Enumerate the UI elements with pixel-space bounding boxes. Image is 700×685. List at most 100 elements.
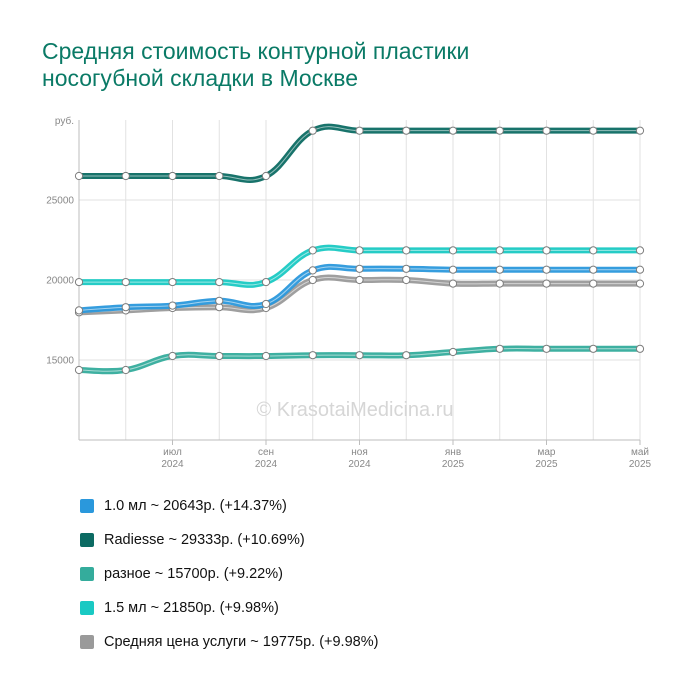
data-point (355, 351, 364, 360)
data-point (402, 264, 411, 273)
data-point (635, 279, 645, 288)
data-point (635, 246, 645, 255)
data-point (355, 275, 364, 285)
x-tick-month-label: янв (445, 447, 461, 458)
legend-label: 1.0 мл ~ 20643р. (+14.37%) (104, 498, 287, 514)
legend-label: Radiesse ~ 29333р. (+10.69%) (104, 532, 305, 548)
data-point (261, 277, 271, 287)
data-point (589, 344, 598, 353)
data-point (402, 275, 411, 285)
data-point (215, 171, 224, 181)
data-point (121, 365, 130, 375)
legend-swatch (80, 601, 94, 615)
data-point (635, 344, 645, 353)
data-point (308, 266, 317, 275)
data-point (542, 279, 551, 288)
data-point (74, 306, 84, 315)
data-point (121, 171, 130, 181)
x-tick-year-label: 2025 (629, 459, 652, 470)
x-axis: июл2024сен2024ноя2024янв2025мар2025май20… (79, 439, 652, 470)
data-point (215, 296, 224, 305)
data-point (261, 351, 271, 361)
chart-title: Средняя стоимость контурной пластики нос… (42, 38, 602, 92)
legend-item[interactable]: 1.0 мл ~ 20643р. (+14.37%) (80, 489, 378, 523)
legend-swatch (80, 567, 94, 581)
legend-item[interactable]: разное ~ 15700р. (+9.22%) (80, 557, 378, 591)
series-s3 (74, 344, 645, 375)
legend-swatch (80, 533, 94, 547)
x-tick-month-label: мар (538, 447, 556, 458)
y-tick-label: 15000 (46, 356, 74, 367)
x-tick-month-label: ноя (351, 447, 368, 458)
data-point (355, 264, 364, 273)
data-point (168, 351, 177, 361)
y-axis: руб. 15000 20000 25000 (46, 115, 80, 440)
data-point (168, 277, 177, 287)
series-lines (74, 123, 645, 375)
chart-title-line-1: Средняя стоимость контурной пластики (42, 38, 470, 64)
data-point (74, 171, 84, 181)
data-point (74, 365, 84, 375)
series-s1 (74, 263, 645, 315)
data-point (355, 246, 364, 255)
data-point (215, 351, 224, 361)
data-point (589, 246, 598, 255)
x-tick-year-label: 2024 (255, 459, 278, 470)
y-tick-label: 25000 (46, 196, 74, 207)
legend-item[interactable]: Radiesse ~ 29333р. (+10.69%) (80, 523, 378, 557)
data-point (121, 277, 130, 287)
data-point (74, 277, 84, 287)
data-point (168, 301, 177, 310)
data-point (402, 351, 411, 360)
data-point (168, 171, 177, 181)
data-point (402, 126, 411, 135)
data-point (495, 344, 504, 353)
watermark: © KrasotaiMedicina.ru (256, 399, 453, 421)
data-point (261, 299, 271, 309)
data-point (448, 246, 458, 255)
y-axis-unit-label: руб. (55, 115, 74, 127)
data-point (495, 246, 504, 255)
data-point (542, 265, 551, 274)
data-point (495, 265, 504, 274)
data-point (589, 279, 598, 288)
data-point (308, 351, 317, 360)
x-tick-month-label: май (631, 447, 649, 458)
data-point (355, 126, 364, 135)
data-point (448, 279, 458, 288)
data-point (635, 265, 645, 274)
data-point (308, 246, 317, 255)
data-point (448, 265, 458, 274)
x-tick-year-label: 2025 (442, 459, 465, 470)
legend-label: Средняя цена услуги ~ 19775р. (+9.98%) (104, 634, 379, 650)
series-s2 (74, 123, 645, 183)
chart-legend: 1.0 мл ~ 20643р. (+14.37%) Radiesse ~ 29… (80, 489, 378, 659)
data-point (495, 279, 504, 288)
legend-item[interactable]: 1.5 мл ~ 21850р. (+9.98%) (80, 591, 378, 625)
data-point (542, 126, 551, 135)
data-point (589, 265, 598, 274)
x-tick-year-label: 2025 (535, 459, 558, 470)
data-point (635, 126, 645, 135)
legend-swatch (80, 635, 94, 649)
data-point (402, 246, 411, 255)
x-tick-year-label: 2024 (348, 459, 371, 470)
y-tick-label: 20000 (46, 276, 74, 287)
legend-item[interactable]: Средняя цена услуги ~ 19775р. (+9.98%) (80, 625, 378, 659)
data-point (448, 347, 458, 357)
x-tick-month-label: июл (163, 447, 182, 458)
data-point (542, 344, 551, 353)
data-point (261, 171, 271, 181)
data-point (215, 277, 224, 287)
data-point (589, 126, 598, 135)
legend-swatch (80, 499, 94, 513)
data-point (308, 275, 317, 285)
data-point (308, 126, 317, 135)
data-point (542, 246, 551, 255)
chart-title-line-2: носогубной складки в Москве (42, 65, 358, 91)
data-point (448, 126, 458, 135)
legend-label: разное ~ 15700р. (+9.22%) (104, 566, 283, 582)
x-tick-year-label: 2024 (161, 459, 184, 470)
data-point (121, 303, 130, 312)
